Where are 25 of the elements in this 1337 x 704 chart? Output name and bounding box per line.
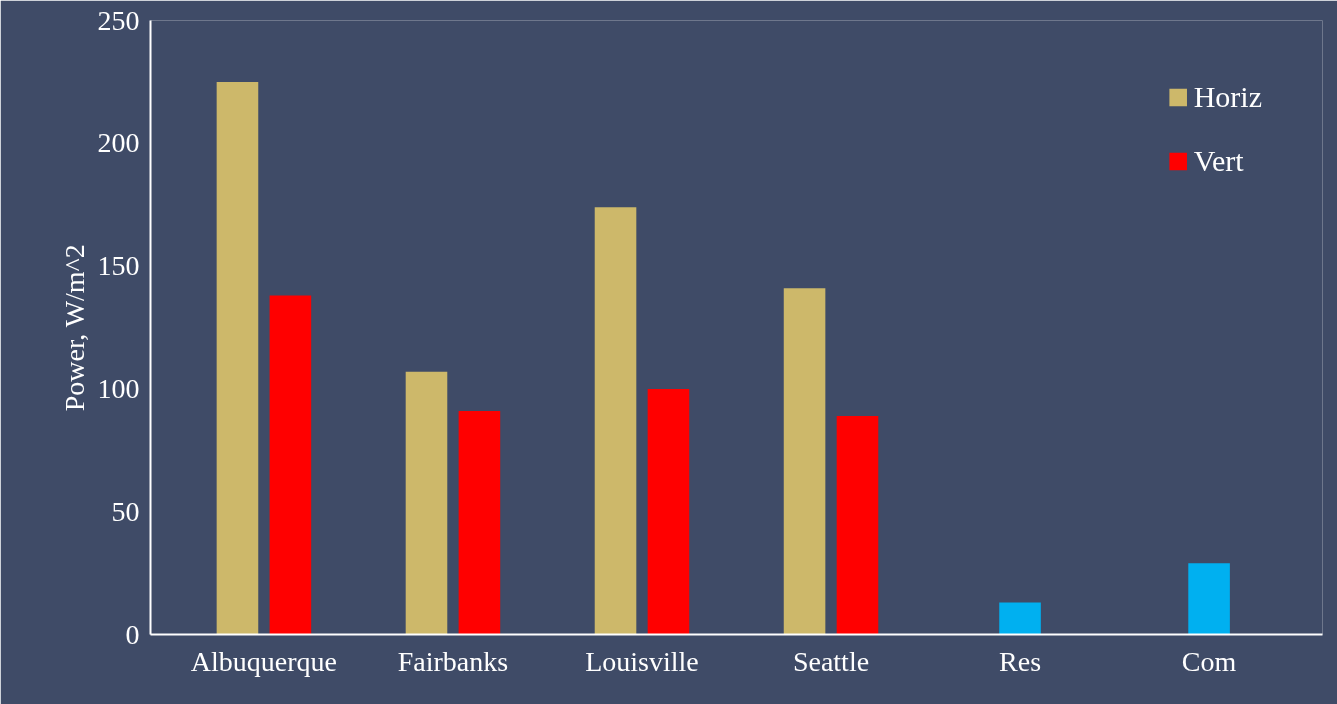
bar	[269, 295, 312, 635]
legend-label: Horiz	[1193, 80, 1262, 114]
bar	[405, 371, 448, 635]
bar	[458, 411, 501, 635]
x-tick-label: Res	[999, 645, 1042, 677]
y-tick-label: 200	[97, 127, 140, 159]
y-tick-label: 100	[97, 372, 140, 404]
bar	[999, 602, 1041, 635]
legend-label: Vert	[1193, 144, 1244, 178]
x-tick-label: Albuquerque	[190, 645, 338, 677]
y-tick-label: 50	[111, 495, 140, 527]
bar	[594, 207, 637, 635]
x-tick-label: Louisville	[585, 645, 699, 677]
y-axis-title: Power, W/m^2	[58, 244, 90, 412]
y-tick-label: 250	[97, 4, 140, 36]
bar	[836, 415, 879, 635]
x-tick-label: Seattle	[792, 645, 870, 677]
bar	[216, 81, 259, 635]
x-tick-label: Fairbanks	[397, 645, 509, 677]
x-tick-label: Com	[1181, 645, 1237, 677]
bar	[1188, 563, 1230, 635]
y-tick-label: 0	[125, 618, 140, 650]
bar	[783, 288, 826, 635]
y-tick-label: 150	[97, 250, 140, 282]
bar	[647, 388, 690, 635]
